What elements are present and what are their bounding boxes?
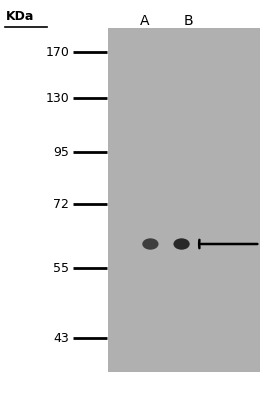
Text: 72: 72 [53,198,69,210]
Ellipse shape [142,238,159,250]
Bar [108,28,260,372]
Text: KDa: KDa [5,10,34,23]
Text: 95: 95 [53,146,69,158]
Text: 55: 55 [53,262,69,274]
Ellipse shape [173,238,190,250]
Text: 130: 130 [45,92,69,104]
Text: 170: 170 [45,46,69,58]
Text: 43: 43 [53,332,69,344]
Text: A: A [140,14,150,28]
Text: B: B [183,14,193,28]
